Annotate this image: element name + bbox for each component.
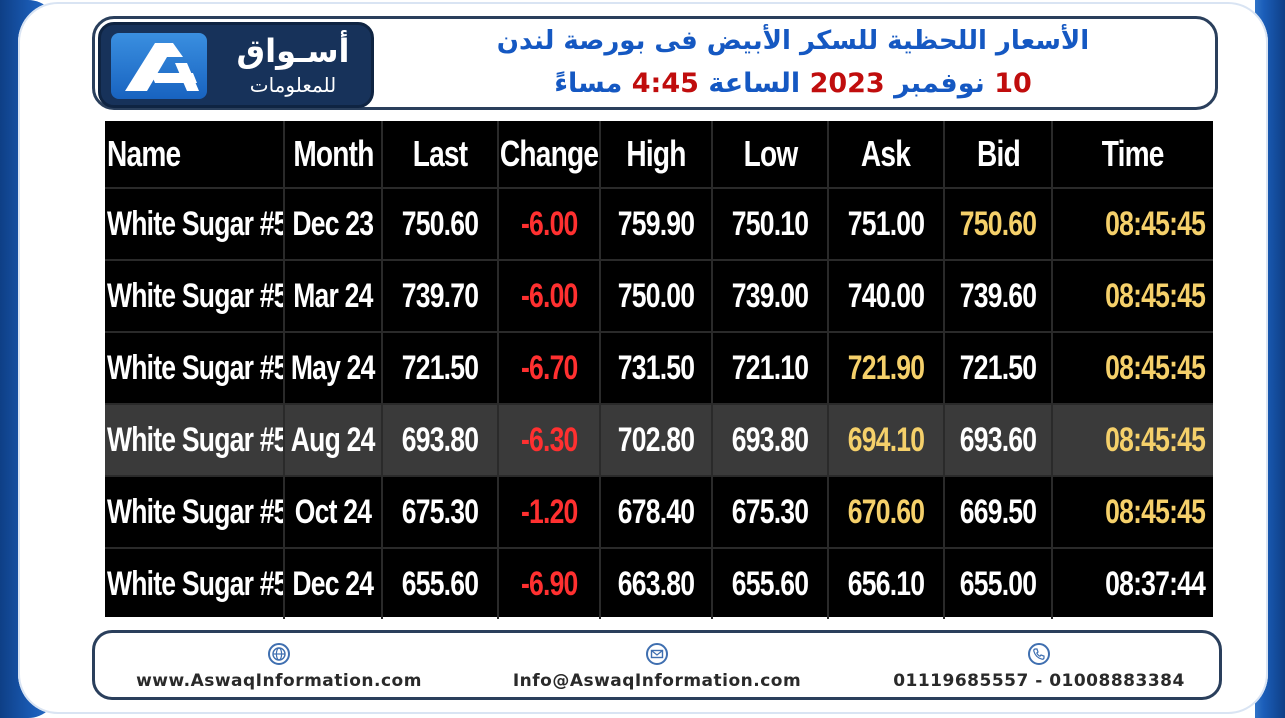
phones-text: 01119685557 - 01008883384 [893,671,1185,691]
cell-ask: 751.00 [829,189,945,259]
cell-high: 750.00 [601,261,713,331]
column-header: Month [285,121,383,187]
cell-month: Dec 23 [285,189,383,259]
cell-low: 739.00 [713,261,829,331]
column-header: Change [499,121,601,187]
footer-phones[interactable]: 01119685557 - 01008883384 [869,633,1209,697]
cell-high: 731.50 [601,333,713,403]
footer-website[interactable]: www.AswaqInformation.com [109,633,449,697]
cell-name: White Sugar #5 [105,405,285,475]
cell-last: 693.80 [383,405,499,475]
cell-name: White Sugar #5 [105,333,285,403]
date-day: 10 [994,68,1032,99]
cell-month: Dec 24 [285,549,383,619]
footer-email[interactable]: Info@AswaqInformation.com [487,633,827,697]
cell-month: Oct 24 [285,477,383,547]
time-value: 4:45 [631,68,699,99]
cell-name: White Sugar #5 [105,549,285,619]
cell-bid: 693.60 [945,405,1053,475]
envelope-icon [646,643,668,665]
page-title: الأسعار اللحظية للسكر الأبيض فى بورصة لن… [496,26,1090,56]
website-text: www.AswaqInformation.com [136,671,422,691]
cell-ask: 721.90 [829,333,945,403]
logo-line1: أسـواق [236,32,350,70]
cell-time: 08:45:45 [1105,420,1206,459]
date-month: نوفمبر [894,68,985,99]
cell-high: 702.80 [601,405,713,475]
table-row: White Sugar #5 Oct 24 675.30 -1.20 678.40 675… [105,475,1213,547]
cell-bid: 721.50 [945,333,1053,403]
cell-low: 750.10 [713,189,829,259]
logo-text: أسـواق للمعلومات [219,25,367,105]
column-header: Name [105,121,285,187]
cell-change: -1.20 [499,477,601,547]
cell-month: May 24 [285,333,383,403]
cell-low: 655.60 [713,549,829,619]
cell-last: 739.70 [383,261,499,331]
time-period: مساءً [554,68,623,99]
cell-name: White Sugar #5 [105,261,285,331]
date-time-line: 10 نوفمبر 2023 الساعة 4:45 مساءً [400,68,1186,108]
table-row: White Sugar #5 Dec 24 655.60 -6.90 663.80 655… [105,547,1213,619]
column-header: Bid [945,121,1053,187]
table-header-row: Name Month Last Change High Low Ask Bid … [105,121,1213,187]
cell-time: 08:45:45 [1105,204,1206,243]
globe-icon [268,643,290,665]
cell-low: 693.80 [713,405,829,475]
cell-ask: 740.00 [829,261,945,331]
table-row: White Sugar #5 May 24 721.50 -6.70 731.50 721… [105,331,1213,403]
cell-bid: 739.60 [945,261,1053,331]
cell-low: 721.10 [713,333,829,403]
cell-change: -6.90 [499,549,601,619]
cell-ask: 670.60 [829,477,945,547]
table-row: White Sugar #5 Aug 24 693.80 -6.30 702.80 693… [105,403,1213,475]
cell-high: 759.90 [601,189,713,259]
cell-high: 678.40 [601,477,713,547]
cell-last: 750.60 [383,189,499,259]
cell-ask: 656.10 [829,549,945,619]
cell-last: 721.50 [383,333,499,403]
cell-change: -6.30 [499,405,601,475]
cell-time: 08:45:45 [1105,492,1206,531]
cell-low: 675.30 [713,477,829,547]
cell-ask: 694.10 [829,405,945,475]
table-row: White Sugar #5 Dec 23 750.60 -6.00 759.90 750… [105,187,1213,259]
column-header: High [601,121,713,187]
cell-bid: 655.00 [945,549,1053,619]
column-header: Last [383,121,499,187]
cell-name: White Sugar #5 [105,189,285,259]
cell-change: -6.70 [499,333,601,403]
cell-month: Aug 24 [285,405,383,475]
cell-time: 08:45:45 [1105,348,1206,387]
footer-contact-bar: www.AswaqInformation.com Info@AswaqInfor… [92,630,1222,700]
cell-bid: 669.50 [945,477,1053,547]
cell-time: 08:37:44 [1105,564,1206,603]
cell-last: 655.60 [383,549,499,619]
logo-line2: للمعلومات [249,73,337,97]
cell-change: -6.00 [499,189,601,259]
time-label: الساعة [708,68,801,99]
cell-name: White Sugar #5 [105,477,285,547]
cell-change: -6.00 [499,261,601,331]
column-header: Ask [829,121,945,187]
cell-last: 675.30 [383,477,499,547]
logo-mark-icon [111,33,207,99]
date-year: 2023 [809,68,885,99]
cell-bid: 750.60 [945,189,1053,259]
email-text: Info@AswaqInformation.com [512,671,802,691]
cell-month: Mar 24 [285,261,383,331]
phone-icon [1028,643,1050,665]
column-header: Low [713,121,829,187]
column-header: Time [1102,133,1165,174]
table-row: White Sugar #5 Mar 24 739.70 -6.00 750.00 739… [105,259,1213,331]
price-table: Name Month Last Change High Low Ask Bid … [105,121,1213,619]
cell-high: 663.80 [601,549,713,619]
cell-time: 08:45:45 [1105,276,1206,315]
brand-logo: أسـواق للمعلومات [98,22,374,108]
